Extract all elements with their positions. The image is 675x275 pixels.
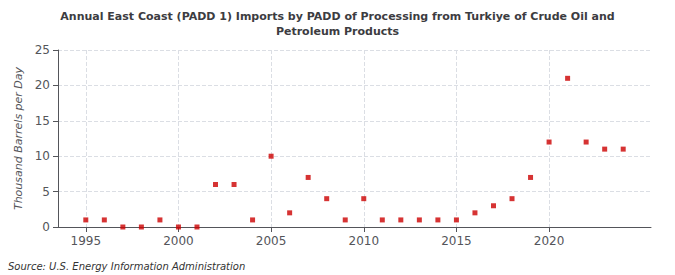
svg-text:10: 10 — [35, 149, 50, 163]
svg-text:Thousand Barrels per Day: Thousand Barrels per Day — [12, 66, 25, 210]
svg-text:2015: 2015 — [441, 234, 472, 248]
svg-text:5: 5 — [42, 185, 50, 199]
svg-text:Source: U.S. Energy Informatio: Source: U.S. Energy Information Administ… — [8, 261, 245, 272]
svg-text:1995: 1995 — [71, 234, 102, 248]
svg-text:0: 0 — [42, 220, 50, 234]
svg-text:20: 20 — [35, 78, 50, 92]
svg-text:Annual East Coast (PADD 1) Imp: Annual East Coast (PADD 1) Imports by PA… — [60, 10, 614, 23]
svg-text:15: 15 — [35, 114, 50, 128]
svg-text:2020: 2020 — [534, 234, 565, 248]
svg-text:Petroleum Products: Petroleum Products — [276, 25, 400, 38]
svg-text:2005: 2005 — [256, 234, 287, 248]
svg-text:2000: 2000 — [163, 234, 194, 248]
svg-text:25: 25 — [35, 43, 50, 57]
svg-text:2010: 2010 — [348, 234, 379, 248]
